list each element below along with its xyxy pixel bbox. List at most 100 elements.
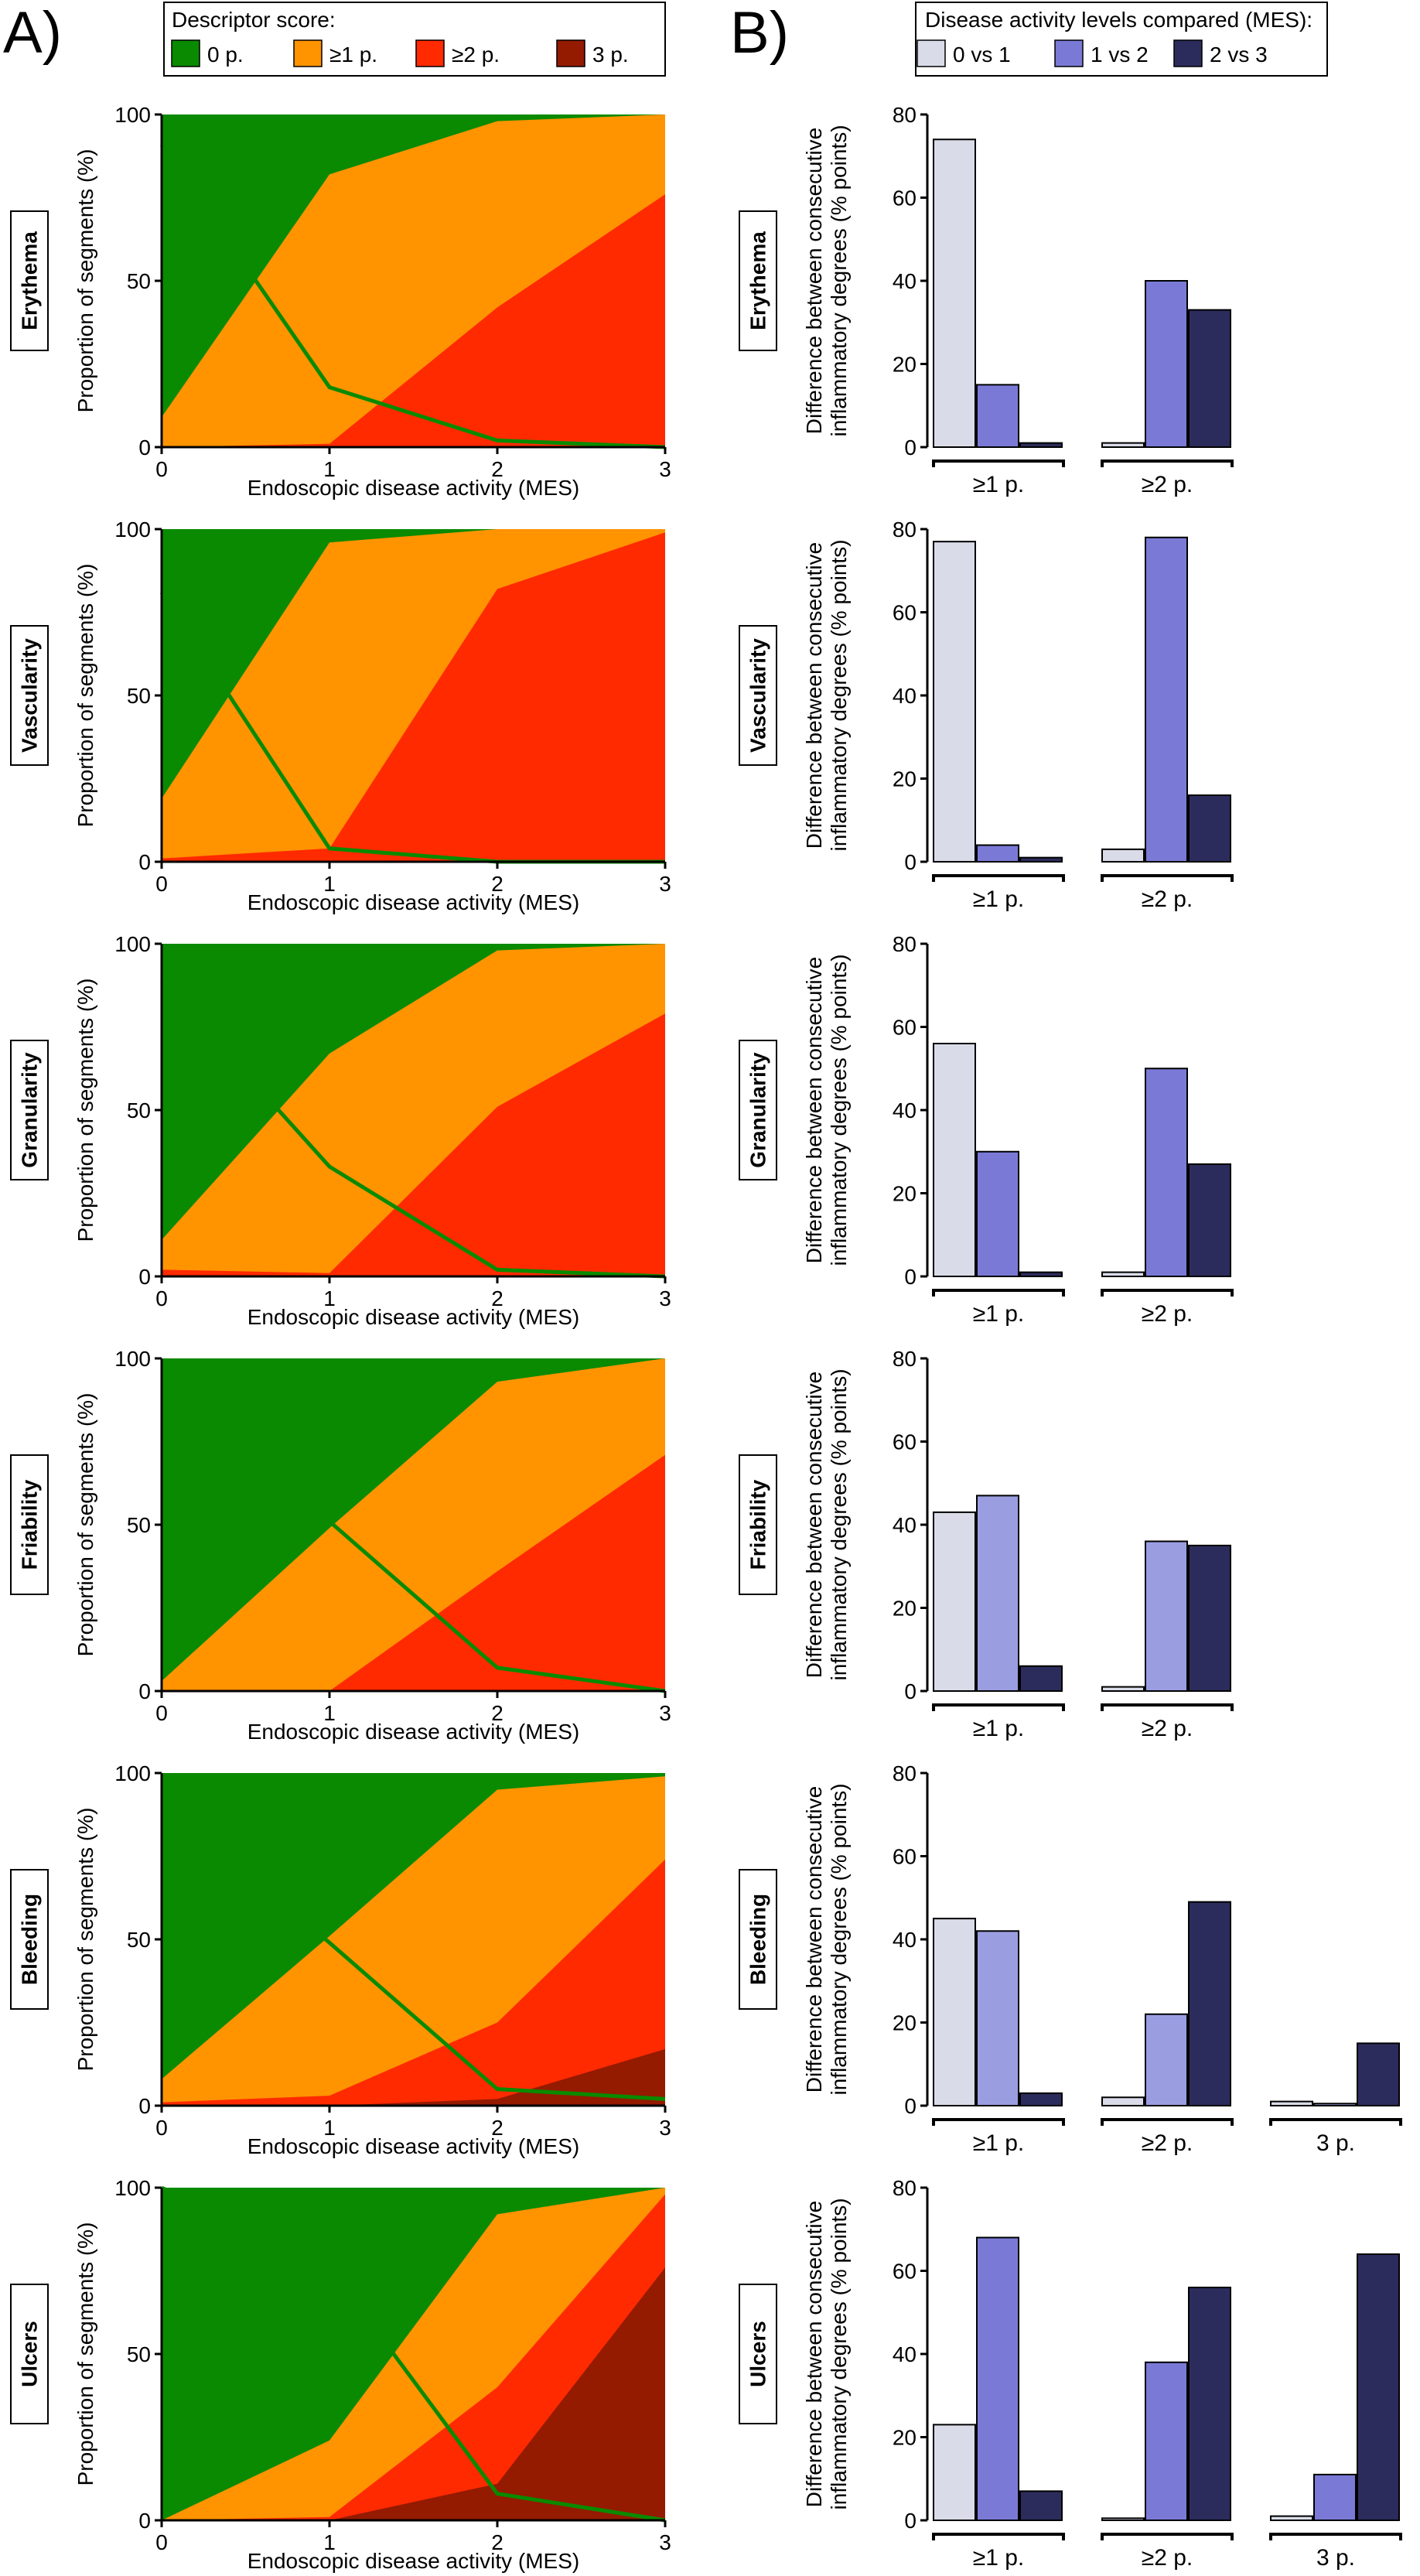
bar-granularity-y-axis-title-line2: inflammatory degrees (% points) [827,954,851,1266]
legend-a-title: Descriptor score: [172,8,336,32]
bar-friability-y-axis-title-line2: inflammatory degrees (% points) [827,1368,851,1680]
area-friability-row-label: Friability [10,1454,49,1595]
legend-b-title: Disease activity levels compared (MES): [925,8,1312,32]
bar-bleeding-bracket-1-p [932,2118,1065,2126]
area-friability-ytick-label: 50 [127,1513,151,1537]
legend-b-frame [915,2,1328,77]
bar-vascularity-ytick-label: 80 [893,518,917,542]
area-friability-xtick-label: 1 [323,1701,336,1725]
bar-vascularity-ytick-label: 0 [904,850,917,874]
area-friability-ytick-label: 100 [114,1347,151,1371]
area-erythema-ytick-label: 50 [127,269,151,293]
area-ulcers-ytick-label: 50 [127,2342,151,2366]
legend-a-label-0: 0 p. [207,43,244,67]
area-bleeding-row-label-box [10,1869,49,2010]
bar-ulcers-bar-1-p-0-vs-1 [933,2424,976,2521]
bar-vascularity-bracket-1-p [932,874,1065,882]
area-bleeding-xtick-label: 0 [155,2116,168,2140]
area-erythema-ytick-label: 0 [138,436,151,460]
bar-bleeding-bracket-2-p [1101,2118,1234,2126]
bar-erythema-bracket-2-p [1101,460,1234,467]
bar-bleeding-chart: ≥1 p. ≥2 p. 3 p. 0 20 40 60 80 Difference betwee… [802,1761,1402,2156]
bar-friability-chart: ≥1 p. ≥2 p. 0 20 40 60 80 Difference between co… [802,1347,1234,1741]
bar-erythema-ytick-label: 40 [893,269,917,293]
area-vascularity-xtick-label: 2 [491,872,503,896]
bar-erythema-row-label-box [739,210,777,351]
bar-erythema-row-label-text: Erythema [746,231,770,330]
bar-granularity-row-label-text: Granularity [746,1052,770,1168]
area-granularity-x-axis-title: Endoscopic disease activity (MES) [247,1305,580,1329]
legend-a: Descriptor score: 0 p. ≥1 p. ≥2 p. 3 p. [163,2,666,77]
bar-granularity-ytick-label: 20 [893,1182,917,1206]
area-vascularity-area-2-p [162,532,665,862]
bar-granularity-category-label-2-p: ≥2 p. [1142,1301,1193,1327]
bar-ulcers-bar-3-p-2-vs-3 [1357,2253,1400,2521]
area-bleeding-line-0p [160,1798,666,2101]
area-ulcers-area-3-p [162,2267,665,2520]
area-vascularity-row-label-text: Vascularity [18,638,42,753]
bar-vascularity-ytick-label: 60 [893,601,917,625]
bar-bleeding-bar-3-p-2-vs-3 [1357,2042,1400,2106]
bar-erythema-row-label: Erythema [739,210,777,351]
area-friability-xtick-label: 3 [659,1701,671,1725]
area-erythema-row-label-text: Erythema [18,231,42,330]
area-erythema-xtick-label: 0 [155,457,168,481]
bar-ulcers-ytick-label: 20 [893,2426,917,2450]
bar-ulcers-category-label-2-p: ≥2 p. [1142,2545,1193,2571]
bar-ulcers-row-label: Ulcers [739,2284,777,2424]
bar-erythema-bar-2-p-2-vs-3 [1188,309,1231,448]
area-vascularity-chart: 0 50 100 0 1 2 3 Endoscopic disease activity (M… [73,518,671,914]
bar-erythema-bar-2-p-0-vs-1 [1101,442,1145,448]
area-bleeding-ytick-label: 100 [114,1761,151,1785]
bar-erythema-bar-1-p-1-vs-2 [976,384,1019,448]
bar-ulcers-category-label-1-p: ≥1 p. [973,2545,1025,2571]
area-ulcers-row-label-box [10,2284,49,2424]
bar-ulcers-ytick-label: 0 [904,2509,917,2533]
bar-bleeding-row-label-box [739,1869,777,2010]
area-friability-line-0p [160,1367,666,1693]
bar-ulcers-y-axis-title-line2: inflammatory degrees (% points) [827,2198,851,2509]
bar-granularity-bracket-1-p [932,1289,1065,1297]
legend-a-swatch-3 [556,39,585,67]
bar-vascularity-bracket-2-p [1101,874,1234,882]
area-granularity-area-2-p [162,1013,665,1276]
legend-b-swatch-1 [1054,39,1084,67]
bar-erythema-bar-2-p-1-vs-2 [1145,280,1188,448]
area-granularity-xtick-label: 2 [491,1286,503,1310]
bar-granularity-y-axis-title-line1: Difference between consecutive [802,957,826,1263]
area-bleeding-xtick-label: 1 [323,2116,336,2140]
bar-ulcers-y-axis-title-line1: Difference between consecutive [802,2201,826,2507]
area-granularity-chart: 0 50 100 0 1 2 3 Endoscopic disease activity (M… [73,932,671,1329]
bar-friability-y-axis-title-line1: Difference between consecutive [802,1372,826,1678]
bar-erythema-category-label-2-p: ≥2 p. [1142,472,1193,497]
bar-vascularity-category-label-1-p: ≥1 p. [973,887,1025,912]
area-granularity-ytick-label: 50 [127,1098,151,1122]
bar-vascularity-row-label-box [739,625,777,766]
bar-bleeding-y-axis-title-line1: Difference between consecutive [802,1786,826,2093]
bar-erythema-ytick-label: 60 [893,186,917,210]
legend-a-label-3: 3 p. [592,43,629,67]
area-ulcers-ytick-label: 0 [138,2509,151,2533]
bar-ulcers-bracket-1-p [932,2533,1065,2540]
area-erythema-area-2-p [162,194,665,447]
panel-b-letter: B) [730,0,789,66]
area-vascularity-ytick-label: 50 [127,684,151,708]
bar-granularity-category-label-1-p: ≥1 p. [973,1301,1025,1327]
area-friability-chart: 0 50 100 0 1 2 3 Endoscopic disease activity (M… [73,1347,671,1744]
bar-vascularity-bar-2-p-2-vs-3 [1188,794,1231,863]
bar-erythema-category-label-1-p: ≥1 p. [973,472,1025,497]
bar-ulcers-ytick-label: 80 [893,2176,917,2200]
area-granularity-ytick-label: 0 [138,1265,151,1289]
area-granularity-ytick-label: 100 [114,932,151,956]
area-vascularity-ytick-label: 100 [114,518,151,542]
area-ulcers-y-axis-title: Proportion of segments (%) [73,2222,97,2486]
bar-granularity-ytick-label: 60 [893,1016,917,1040]
bar-bleeding-ytick-label: 80 [893,1761,917,1785]
area-ulcers-row-label-text: Ulcers [18,2321,42,2387]
bar-bleeding-bar-1-p-0-vs-1 [933,1918,976,2106]
bar-ulcers-bar-3-p-0-vs-1 [1270,2515,1313,2521]
bar-erythema-bar-1-p-0-vs-1 [933,138,976,448]
bar-granularity-row-label-box [739,1040,777,1180]
area-friability-x-axis-title: Endoscopic disease activity (MES) [247,1720,580,1744]
